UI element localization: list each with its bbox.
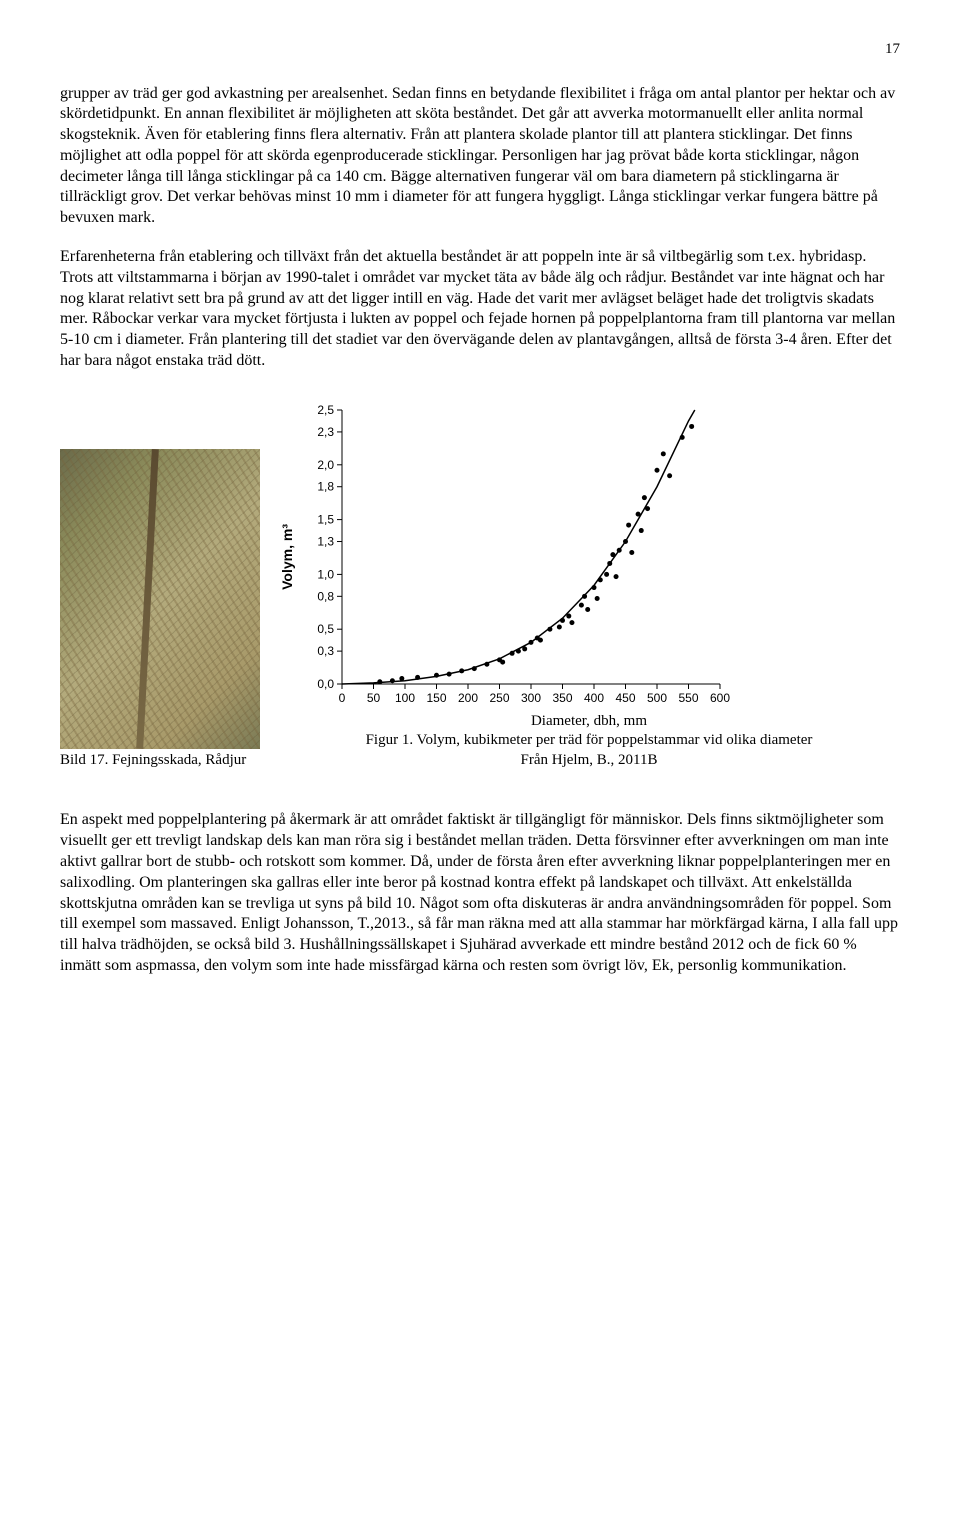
svg-text:1,8: 1,8 [318,480,335,494]
svg-text:400: 400 [584,691,604,705]
volume-diameter-chart: 0,0 0,3 0,5 0,8 1,0 1,3 1,5 1,8 2,0 2,3 2,5 0 50 100 1… [300,402,730,712]
svg-text:550: 550 [679,691,699,705]
svg-text:250: 250 [490,691,510,705]
svg-text:2,0: 2,0 [318,458,335,472]
svg-text:0,5: 0,5 [318,622,335,636]
chart-xlabel: Diameter, dbh, mm [278,712,900,732]
svg-text:2,5: 2,5 [318,403,335,417]
svg-text:200: 200 [458,691,478,705]
chart-caption: Figur 1. Volym, kubikmeter per träd för … [278,731,900,751]
svg-text:2,3: 2,3 [318,425,335,439]
svg-text:100: 100 [395,691,415,705]
paragraph-2: Erfarenheterna från etablering och tillv… [60,247,900,372]
svg-text:0: 0 [339,691,346,705]
svg-text:500: 500 [647,691,667,705]
svg-text:0,8: 0,8 [318,589,335,603]
svg-text:150: 150 [427,691,447,705]
svg-text:0,3: 0,3 [318,644,335,658]
photo-caption: Bild 17. Fejningsskada, Rådjur [60,751,260,771]
svg-text:600: 600 [710,691,730,705]
svg-text:50: 50 [367,691,381,705]
svg-text:1,0: 1,0 [318,567,335,581]
chart-subcaption: Från Hjelm, B., 2011B [278,751,900,771]
chart-ylabel: Volym, m³ [278,524,296,590]
figures-row: Bild 17. Fejningsskada, Rådjur Volym, m³… [60,402,900,771]
svg-text:300: 300 [521,691,541,705]
svg-text:1,3: 1,3 [318,534,335,548]
photo-column: Bild 17. Fejningsskada, Rådjur [60,449,260,771]
chart-column: Volym, m³ 0,0 0,3 0,5 0,8 1,0 1,3 1,5 1,8 2,0 2,3… [278,402,900,771]
page-number: 17 [60,40,900,60]
photo-fejningsskada [60,449,260,749]
paragraph-1: grupper av träd ger god avkastning per a… [60,84,900,230]
svg-text:350: 350 [553,691,573,705]
svg-text:450: 450 [616,691,636,705]
svg-text:1,5: 1,5 [318,512,335,526]
svg-text:0,0: 0,0 [318,677,335,691]
paragraph-3: En aspekt med poppelplantering på åkerma… [60,810,900,976]
